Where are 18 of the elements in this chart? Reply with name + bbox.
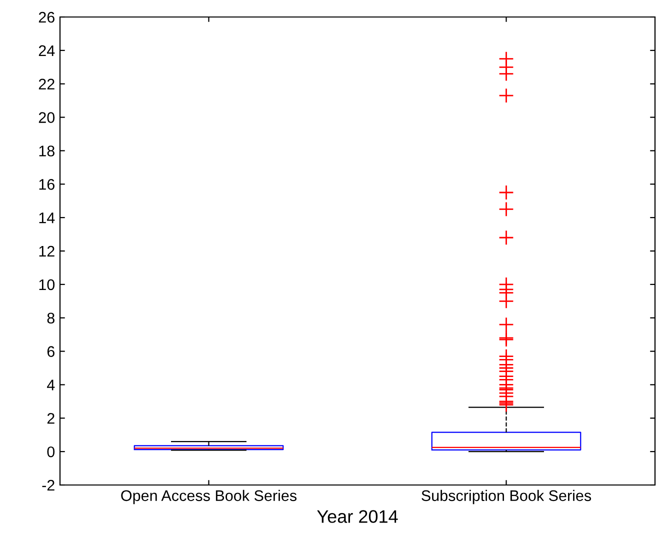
- y-tick-label: 20: [38, 112, 55, 123]
- y-tick-label: 24: [38, 45, 55, 56]
- x-axis-title: Year 2014: [317, 510, 398, 523]
- y-tick-label: 10: [39, 279, 55, 290]
- x-tick-label: Subscription Book Series: [422, 490, 592, 504]
- y-tick-label: 2: [47, 413, 54, 424]
- y-tick-label: 0: [47, 446, 55, 458]
- y-tick-label: -2: [42, 480, 54, 491]
- y-tick-label: 18: [39, 146, 54, 156]
- y-tick-label: 14: [39, 212, 55, 224]
- y-tick-label: 12: [39, 246, 54, 257]
- y-tick-label: 22: [38, 78, 54, 90]
- y-tick-label: 4: [46, 380, 55, 390]
- y-tick-label: 8: [47, 312, 54, 324]
- y-tick-label: 26: [38, 12, 54, 23]
- x-tick-label: Open Access Book Series: [121, 490, 297, 504]
- y-tick-label: 6: [47, 346, 54, 357]
- y-tick-label: 16: [39, 179, 54, 190]
